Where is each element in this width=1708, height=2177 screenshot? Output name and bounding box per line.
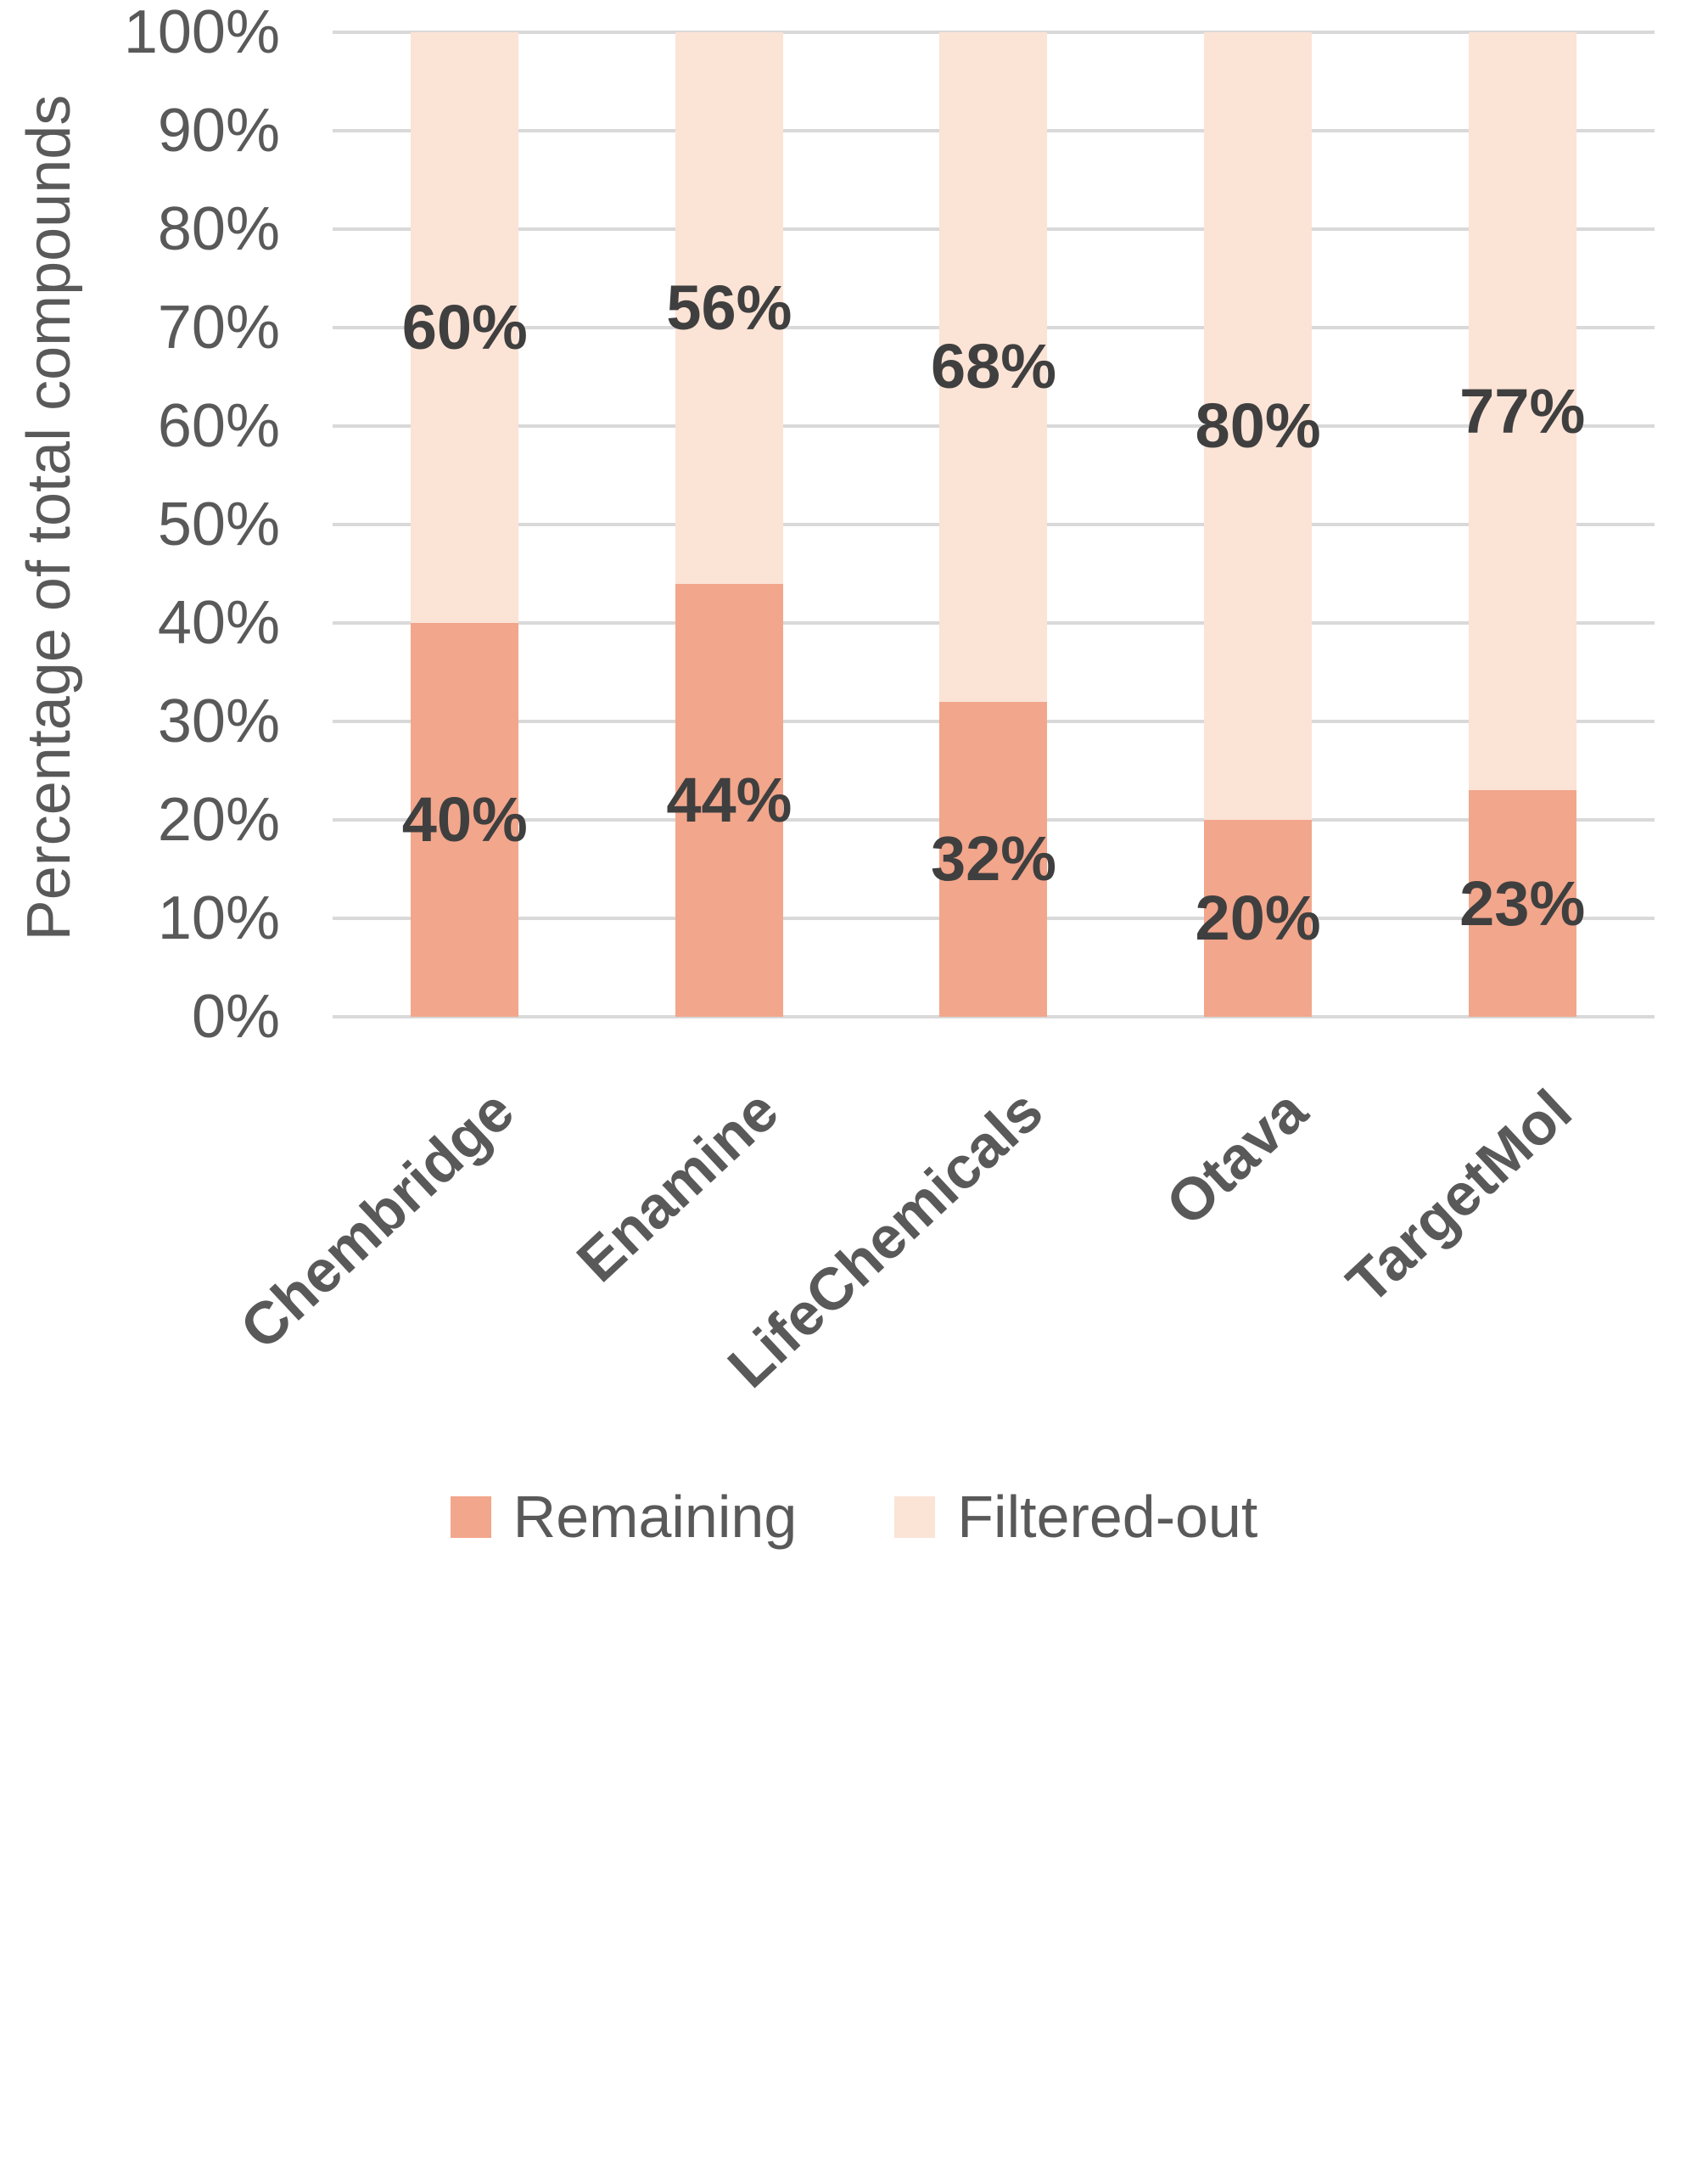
stacked-bar: 80% 20% [1196, 32, 1321, 1017]
bar-segment-remaining: 23% [1459, 790, 1585, 1017]
data-label: 23% [1459, 867, 1586, 939]
y-axis-tick-label: 100% [123, 0, 280, 66]
data-label: 20% [1195, 883, 1321, 953]
data-label: 56% [666, 272, 792, 343]
plot-area: 60% 40% 56% 44% 68% 32% 80% 20% 77% 23% [333, 31, 1655, 1018]
y-axis-tick-label: 80% [157, 195, 280, 263]
gridline [333, 1015, 1655, 1018]
y-axis-tick-label: 20% [157, 786, 280, 854]
bar-column: 68% 32% [861, 32, 1126, 1017]
x-axis-category-label: Enamine [564, 1077, 791, 1295]
data-label: 80% [1195, 390, 1321, 461]
bar-segment-filtered-out: 80% [1196, 32, 1321, 820]
bar-segment-remaining: 32% [931, 701, 1056, 1017]
legend-item-remaining: Remaining [450, 1484, 798, 1550]
bar-segment-filtered-out: 60% [402, 32, 528, 623]
data-label: 77% [1459, 375, 1586, 446]
y-axis-tick-label: 40% [157, 589, 280, 657]
y-axis-tick-label: 10% [157, 884, 280, 952]
bar-segment-remaining: 44% [666, 583, 792, 1017]
y-axis-tick-label: 90% [157, 97, 280, 165]
bar-column: 60% 40% [333, 32, 597, 1017]
legend-swatch-remaining [450, 1495, 491, 1538]
stacked-bar-chart: Percentage of total compounds 0% 10% 20% 30… [0, 0, 1708, 1546]
bar-segment-filtered-out: 68% [931, 32, 1056, 702]
legend-label-remaining: Remaining [512, 1484, 798, 1550]
bar-segment-filtered-out: 56% [666, 32, 792, 584]
legend-label-filtered-out: Filtered-out [957, 1484, 1258, 1550]
y-axis-tick-label: 30% [157, 687, 280, 755]
stacked-bar: 60% 40% [402, 32, 528, 1017]
stacked-bar: 77% 23% [1459, 32, 1585, 1017]
stacked-bar: 56% 44% [666, 32, 792, 1017]
data-label: 68% [930, 331, 1057, 402]
bar-segment-remaining: 40% [402, 623, 528, 1017]
data-label: 44% [666, 764, 792, 835]
legend: Remaining Filtered-out [0, 1487, 1708, 1546]
data-label: 32% [930, 823, 1057, 895]
bar-column: 80% 20% [1126, 32, 1391, 1017]
y-axis-tick-label: 0% [191, 983, 280, 1051]
data-label: 60% [401, 292, 528, 362]
legend-item-filtered-out: Filtered-out [894, 1487, 1257, 1546]
bar-column: 56% 44% [597, 32, 862, 1017]
y-axis-tick-label: 50% [157, 491, 280, 558]
stacked-bar: 68% 32% [931, 32, 1056, 1017]
y-axis-tick-label: 70% [157, 294, 280, 362]
y-axis-tick-label: 60% [157, 392, 280, 460]
data-label: 40% [401, 784, 528, 855]
legend-swatch-filtered-out [894, 1495, 936, 1538]
bar-segment-filtered-out: 77% [1459, 32, 1585, 791]
bar-column: 77% 23% [1390, 32, 1655, 1017]
bar-segment-remaining: 20% [1196, 820, 1321, 1017]
